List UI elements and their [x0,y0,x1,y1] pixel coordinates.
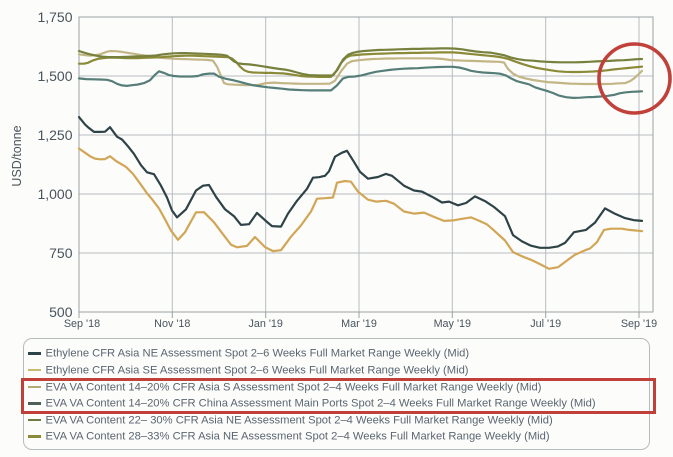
svg-text:Nov '18: Nov '18 [154,318,190,330]
svg-text:1,250: 1,250 [37,127,72,143]
svg-text:Mar '19: Mar '19 [341,318,377,330]
svg-text:1,750: 1,750 [37,9,72,25]
svg-text:500: 500 [49,304,73,320]
svg-text:Jan '19: Jan '19 [248,318,282,330]
svg-text:May '19: May '19 [434,318,471,330]
svg-text:Jul '19: Jul '19 [530,318,561,330]
svg-text:1,000: 1,000 [37,186,72,202]
svg-text:USD/tonne: USD/tonne [10,125,24,186]
svg-text:750: 750 [49,245,73,261]
svg-text:1,500: 1,500 [37,68,72,84]
svg-text:Sep '18: Sep '18 [64,318,100,330]
svg-text:Sep '19: Sep '19 [621,318,657,330]
